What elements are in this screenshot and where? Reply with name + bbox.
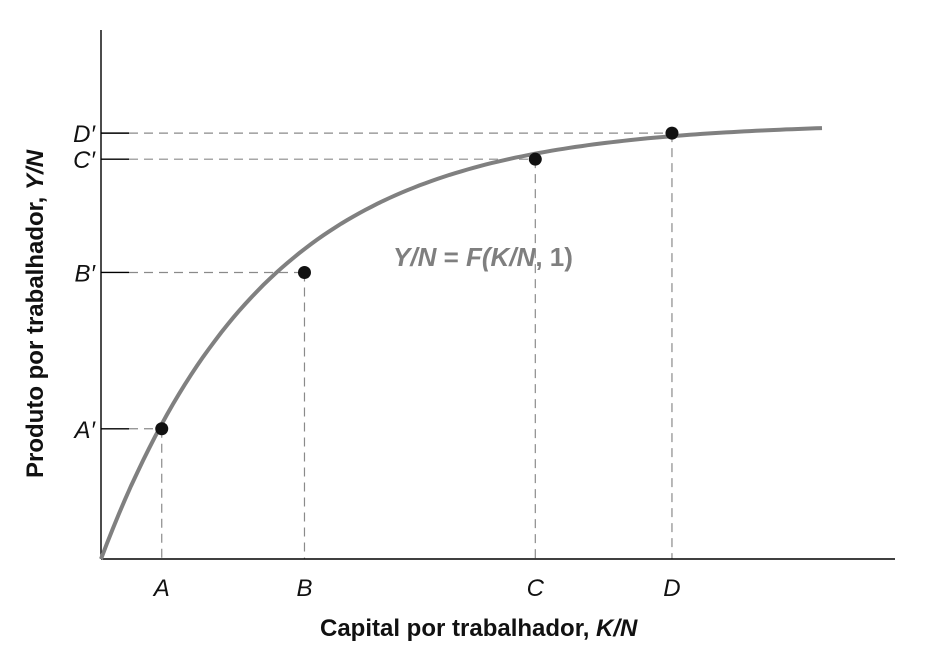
- y-tick-label-c: C′: [73, 147, 96, 174]
- curve-label: Y/N = F(K/N, 1): [393, 242, 573, 272]
- x-axis-title-var: K/N: [596, 615, 638, 642]
- y-axis-title: Produto por trabalhador, Y/N: [22, 149, 49, 478]
- y-tick-label-b: B′: [74, 260, 96, 287]
- guide-lines: [129, 132, 673, 559]
- x-tick-label-c: C: [527, 575, 545, 602]
- point-d: [665, 126, 679, 140]
- x-tick-label-a: A: [152, 575, 170, 602]
- curve-label-rest: , 1): [535, 242, 573, 272]
- x-axis-title: Capital por trabalhador, K/N: [320, 615, 638, 642]
- y-tick-labels: A′ B′ C′D′: [72, 121, 96, 444]
- y-axis-title-var: Y/N: [22, 149, 49, 190]
- point-b: [297, 265, 311, 279]
- y-axis-title-text: Produto por trabalhador,: [22, 190, 49, 478]
- y-tick-label-a: A′: [72, 417, 96, 444]
- x-axis-title-text: Capital por trabalhador,: [320, 615, 596, 642]
- y-ticks: [101, 132, 129, 430]
- point-a: [155, 422, 169, 436]
- x-tick-labels: A B C D: [152, 575, 681, 602]
- data-points: [155, 126, 679, 436]
- point-c: [528, 152, 542, 166]
- x-tick-label-d: D: [663, 575, 680, 602]
- x-tick-label-b: B: [296, 575, 312, 602]
- production-curve: [99, 126, 823, 560]
- axes: [100, 30, 895, 560]
- curve-label-eq: =: [436, 242, 466, 272]
- curve-label-f: F(K/N: [466, 242, 537, 272]
- y-tick-label-d: D′: [73, 121, 96, 148]
- curve-label-lhs: Y/N: [393, 242, 438, 272]
